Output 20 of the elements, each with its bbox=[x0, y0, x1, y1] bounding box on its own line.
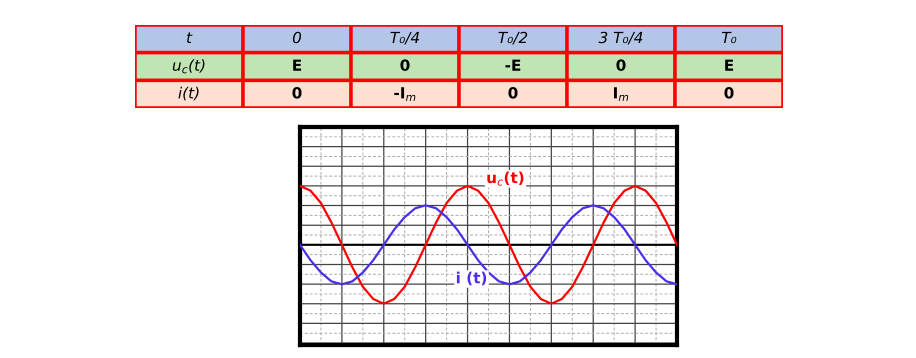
text: T₀ bbox=[722, 32, 736, 44]
series-label: i (t) bbox=[456, 272, 486, 286]
text: 0 bbox=[724, 87, 734, 99]
text: 0 bbox=[292, 32, 302, 44]
text: 0 bbox=[616, 59, 626, 71]
text: 0 bbox=[400, 59, 410, 71]
text: -I$_{m}$ bbox=[394, 87, 416, 101]
text: t bbox=[186, 32, 192, 44]
text: u$_{c}$(t) bbox=[172, 59, 204, 74]
text: E bbox=[725, 60, 734, 71]
series-label: u$_{c}$(t) bbox=[487, 171, 524, 186]
text: 0 bbox=[292, 87, 302, 99]
text: -E bbox=[505, 60, 520, 71]
text: T₀/4 bbox=[390, 32, 420, 44]
text: i(t) bbox=[178, 86, 199, 100]
text: E bbox=[293, 60, 302, 71]
text: 0 bbox=[508, 87, 518, 99]
text: 3 T₀/4 bbox=[598, 32, 642, 44]
text: T₀/2 bbox=[498, 32, 528, 44]
text: I$_{m}$ bbox=[614, 87, 628, 101]
